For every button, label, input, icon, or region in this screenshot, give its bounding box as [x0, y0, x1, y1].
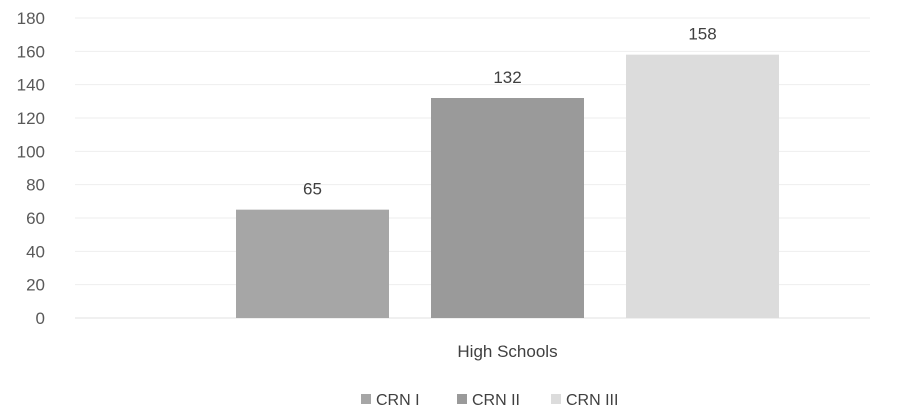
legend-label: CRN II	[472, 392, 520, 409]
bars	[236, 54, 779, 319]
data-label: 65	[303, 180, 322, 199]
legend: CRN I CRN II CRN III	[361, 392, 618, 409]
y-tick-label: 60	[26, 209, 45, 228]
y-axis: 0 20 40 60 80 100 120 140 160 180	[17, 9, 45, 328]
x-axis: High Schools	[457, 342, 557, 361]
bar	[431, 98, 584, 318]
y-tick-label: 80	[26, 176, 45, 195]
legend-swatch	[361, 394, 371, 404]
y-tick-label: 40	[26, 242, 45, 261]
data-labels: 65 132 158	[303, 25, 717, 199]
bar	[236, 209, 389, 318]
y-tick-label: 20	[26, 276, 45, 295]
bar	[626, 54, 779, 319]
y-tick-label: 160	[17, 42, 45, 61]
y-tick-label: 100	[17, 142, 45, 161]
legend-swatch	[457, 394, 467, 404]
data-label: 158	[688, 25, 716, 44]
legend-label: CRN III	[566, 392, 618, 409]
data-label: 132	[493, 68, 521, 87]
legend-label: CRN I	[376, 392, 420, 409]
legend-swatch	[551, 394, 561, 404]
y-tick-label: 120	[17, 109, 45, 128]
y-tick-label: 180	[17, 9, 45, 28]
y-tick-label: 0	[36, 309, 45, 328]
y-tick-label: 140	[17, 76, 45, 95]
x-category-label: High Schools	[457, 342, 557, 361]
